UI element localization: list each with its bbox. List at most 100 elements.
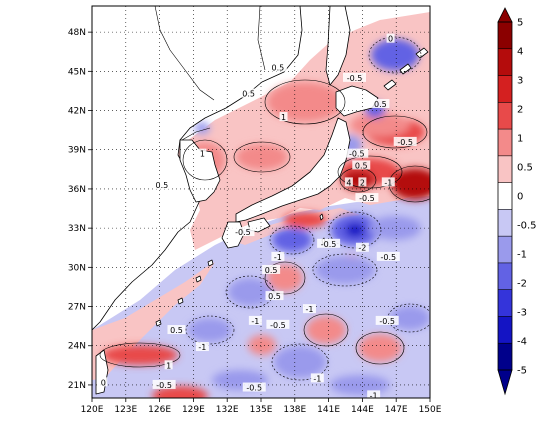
positive-anomaly-core [248,335,276,355]
y-tick-label: 36N [68,185,86,195]
contour-label: 2 [360,178,365,187]
x-tick-label: 129E [182,405,205,415]
positive-anomaly-core [283,212,327,228]
sakhalin-land [325,6,351,86]
contour-label: 1 [281,113,286,122]
contour-label: 0.5 [268,292,281,301]
contour-line [269,225,315,255]
contour-label: 1 [200,150,205,159]
colorbar-arrow-top [497,7,513,23]
contour-label: -0.5 [270,321,286,330]
contour-label: -0.5 [156,381,172,390]
negative-anomaly-core [188,318,232,342]
border-lines [154,6,266,141]
contour-label-bg [152,180,171,190]
contour-label-bg [352,160,371,170]
colorbar-label: -0.5 [517,221,537,232]
colorbar-label: 0.5 [517,163,533,174]
colorbar-segment [498,155,512,183]
negative-anomaly-core [345,223,365,237]
contour-label-bg [268,62,287,72]
y-tick-label: 33N [68,224,86,234]
contour-label: -1 [384,178,392,187]
contour-label-bg [371,99,390,108]
contour-line [312,253,378,287]
x-tick-label: 138E [283,405,306,415]
y-axis-ticks: 21N 24N 27N 30N 33N 36N 39N 42N 45N 48N [68,28,92,391]
colorbar-segment [498,289,512,317]
contour-label-bg [358,177,367,187]
negative-anomaly-core [315,256,375,284]
colorbar: 5 4 3 2 1 0.5 0 -0.5 -1 -2 -3 -4 -5 [497,7,537,396]
contour-label-bg [262,264,281,274]
contour-label: 0.5 [242,90,255,99]
contour-label: -0.5 [349,150,365,159]
contour-label: -0.5 [246,384,262,393]
contour-lines [99,79,430,368]
contour-label: -0.5 [235,228,251,237]
negative-anomaly-core [390,306,430,330]
contour-label-bg [242,382,266,392]
contour-label: -1 [313,374,321,383]
colorbar-frame [497,21,513,371]
contour-label: -2 [358,244,366,253]
contour-label: -1 [198,343,206,352]
contour-label: 0 [101,378,106,387]
colorbar-segment [498,102,512,130]
honshu-land [235,117,351,223]
border-line [181,127,211,141]
contour-label-bg [198,148,207,158]
contour-label-bg [355,193,379,203]
colorbar-label: 3 [517,76,523,87]
negative-anomaly-core [369,216,421,240]
contour-line [264,79,346,125]
contour-label: -1 [370,391,378,400]
contour-label-bg [231,227,255,237]
negative-anomaly-core [274,346,326,378]
gridlines [92,6,430,398]
y-tick-label: 24N [68,342,86,352]
colorbar-segment [498,209,512,237]
x-tick-label: 144E [351,405,374,415]
contour-label: -1 [274,253,282,262]
y-tick-label: 39N [68,146,86,156]
x-tick-label: 147E [385,405,408,415]
y-tick-label: 42N [68,107,86,117]
contour-label: -0.5 [381,253,397,262]
y-tick-label: 45N [68,67,86,77]
contour-line [264,261,306,295]
contour-label: 0.5 [265,266,278,275]
contour-line [362,115,428,149]
x-tick-label: 132E [216,405,239,415]
contour-line [355,331,405,365]
contour-label-bg [386,33,395,43]
colorbar-label: -3 [517,308,527,319]
contour-line [99,342,181,368]
negative-anomaly-core [371,39,419,71]
contour-label: 1 [166,361,171,370]
contour-label-bg [343,72,367,82]
positive-anomaly-core [358,334,402,362]
colorbar-segment [498,182,512,210]
x-axis-ticks: 120E 123E 126E 129E 132E 135E 138E 141E 144E 147E… [81,398,442,415]
contour-label-bg [375,315,399,325]
contour-label-bg [152,379,176,389]
border-line [154,6,215,101]
y-tick-label: 30N [68,263,86,273]
contour-label: 0.5 [155,181,168,190]
contour-label-bg [99,377,108,387]
colorbar-segment [498,22,512,50]
contour-label-bg [167,325,186,335]
colorbar-label: -1 [517,250,527,261]
border-line [257,6,266,71]
colorbar-label: -4 [517,337,527,348]
kuril-islands-land [383,47,429,91]
colorbar-label: 0 [517,192,523,203]
contour-label-bg [344,177,353,187]
contour-label: -1 [305,305,313,314]
colorbar-segment [498,236,512,264]
contour-label: 0.5 [374,100,387,109]
colorbar-segment [498,262,512,290]
positive-anomaly-core [267,82,343,122]
contour-label: -1 [251,317,259,326]
